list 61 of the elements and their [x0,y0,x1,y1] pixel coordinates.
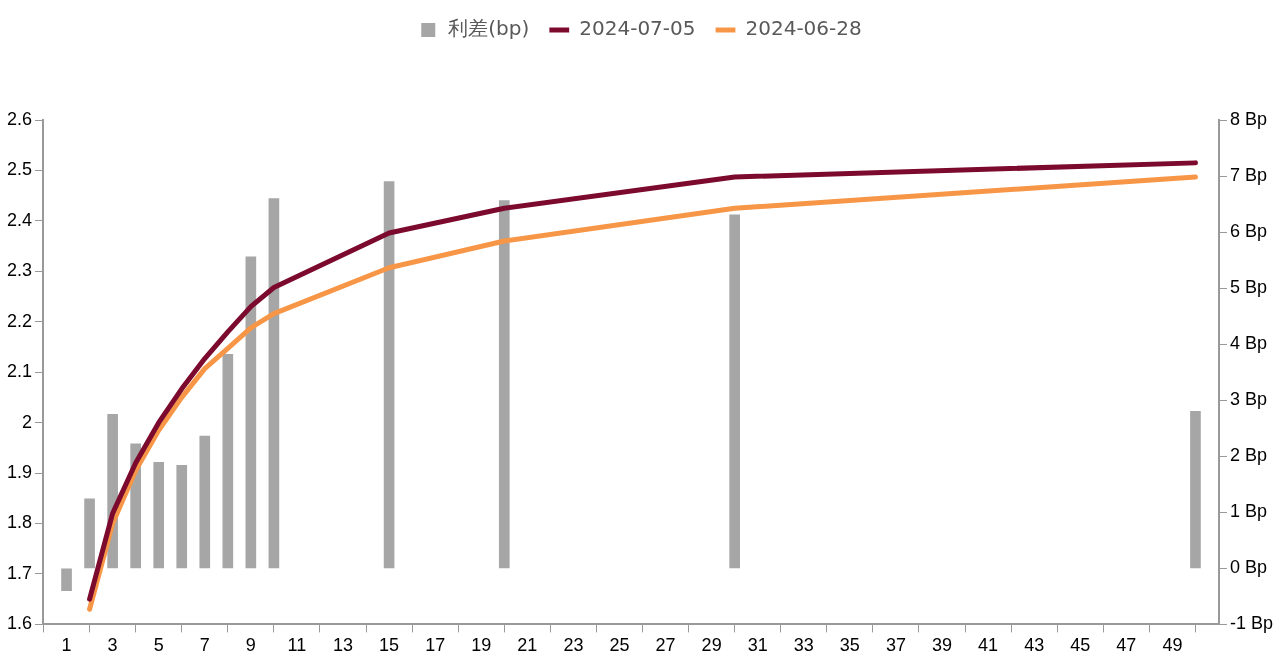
x-tick-label: 19 [471,635,492,656]
x-tick-label: 17 [425,635,446,656]
y-tick-label: 2.3 [6,260,33,281]
y2-tick-label: 1 Bp [1229,501,1268,522]
y-tick-label: 2.5 [6,159,33,180]
y-tick-label: 1.6 [6,613,33,634]
x-tick-label: 29 [701,635,722,656]
x-tick-label: 27 [655,635,676,656]
y-tick-label: 1.8 [6,512,33,533]
y2-tick-label: 2 Bp [1229,445,1268,466]
legend-label: 利差(bp) [448,16,530,41]
x-tick-label: 23 [563,635,584,656]
bar [268,198,280,569]
bar [84,498,95,569]
y2-tick-label: 8 Bp [1229,108,1268,129]
x-tick-label: 37 [885,635,906,656]
bar [245,256,257,569]
bar [1190,411,1201,569]
x-tick-label: 7 [199,635,210,656]
y-tick-label: 2 [22,411,33,432]
x-tick-label: 45 [1070,635,1091,656]
x-tick-label: 41 [978,635,999,656]
bar [498,200,510,569]
x-tick-label: 15 [379,635,400,656]
x-tick-label: 11 [287,635,307,656]
y2-tick-label: -1 Bp [1229,613,1274,634]
x-tick-label: 5 [153,635,164,656]
x-tick-label: 3 [107,635,118,656]
x-tick-label: 33 [793,635,814,656]
bar [153,462,165,569]
legend-label: 2024-06-28 [745,16,862,41]
bar [222,353,234,569]
x-tick-label: 25 [609,635,630,656]
x-tick-label: 21 [517,635,538,656]
x-tick-label: 31 [747,635,768,656]
y2-tick-label: 7 Bp [1229,165,1268,186]
bar [383,181,395,569]
y-tick-label: 1.9 [6,462,33,483]
bar [61,568,72,592]
y-tick-label: 1.7 [6,562,33,583]
x-tick-label: 35 [839,635,860,656]
x-tick-label: 47 [1116,635,1137,656]
y2-tick-label: 6 Bp [1229,221,1268,242]
y-tick-label: 2.2 [6,310,33,331]
y2-tick-label: 3 Bp [1229,389,1268,410]
x-tick-label: 9 [245,635,256,656]
bar [199,435,211,569]
x-tick-label: 49 [1162,635,1183,656]
y2-tick-label: 5 Bp [1229,277,1268,298]
y2-tick-label: 4 Bp [1229,333,1268,354]
y-tick-label: 2.1 [6,361,33,382]
y-tick-label: 2.6 [6,108,33,129]
x-tick-label: 43 [1024,635,1045,656]
y-tick-label: 2.4 [6,209,33,230]
x-tick-label: 39 [932,635,953,656]
legend-label: 2024-07-05 [579,16,696,41]
x-tick-label: 1 [61,635,72,656]
y2-tick-label: 0 Bp [1229,557,1268,578]
bar [729,214,741,569]
bar [176,464,188,569]
x-tick-label: 13 [333,635,354,656]
